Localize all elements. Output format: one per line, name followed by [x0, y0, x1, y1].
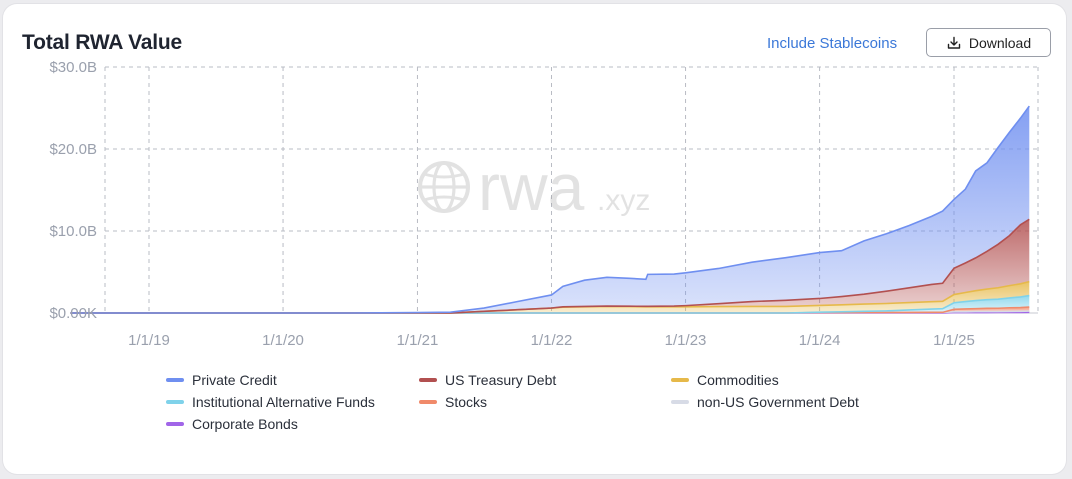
legend-swatch — [166, 400, 184, 404]
chart-lines — [70, 105, 1030, 314]
x-axis-ticks: 1/1/19 1/1/20 1/1/21 1/1/22 1/1/23 1/1/24 1/1/… — [128, 332, 975, 349]
legend-label: Stocks — [445, 394, 488, 410]
watermark: rwa .xyz — [418, 150, 650, 224]
y-axis-ticks: $0.00K $10.0B $20.0B $30.0B — [49, 59, 97, 322]
x-tick-label: 1/1/20 — [262, 332, 304, 349]
legend-swatch — [166, 422, 184, 426]
legend-swatch — [671, 400, 689, 404]
area-private-credit — [70, 106, 1030, 313]
line-institutional-alternative-funds — [70, 294, 1030, 314]
x-tick-label: 1/1/23 — [665, 332, 707, 349]
download-button[interactable]: Download — [926, 28, 1051, 57]
line-private-credit — [70, 105, 1030, 314]
legend-item[interactable]: Stocks — [419, 394, 487, 410]
x-tick-label: 1/1/21 — [397, 332, 439, 349]
legend-swatch — [419, 378, 437, 382]
legend-label: Institutional Alternative Funds — [192, 394, 375, 410]
legend-item[interactable]: Private Credit — [166, 372, 277, 388]
x-tick-label: 1/1/25 — [933, 332, 975, 349]
y-tick-label: $30.0B — [49, 59, 97, 76]
chart-title: Total RWA Value — [22, 31, 182, 54]
legend-item[interactable]: non-US Government Debt — [671, 394, 859, 410]
legend-item[interactable]: US Treasury Debt — [419, 372, 556, 388]
legend-swatch — [166, 378, 184, 382]
download-icon — [946, 35, 962, 51]
x-tick-label: 1/1/22 — [531, 332, 573, 349]
legend-item[interactable]: Commodities — [671, 372, 779, 388]
legend-item[interactable]: Institutional Alternative Funds — [166, 394, 375, 410]
legend-label: Commodities — [697, 372, 779, 388]
x-tick-label: 1/1/19 — [128, 332, 170, 349]
legend-label: Private Credit — [192, 372, 277, 388]
area-institutional-alternative-funds — [70, 295, 1030, 313]
legend-label: Corporate Bonds — [192, 416, 298, 432]
legend-item[interactable]: Corporate Bonds — [166, 416, 298, 432]
line-us-treasury-debt — [70, 218, 1030, 314]
x-tick-label: 1/1/24 — [799, 332, 841, 349]
globe-icon — [418, 161, 470, 213]
include-stablecoins-link[interactable]: Include Stablecoins — [767, 35, 898, 52]
legend-label: US Treasury Debt — [445, 372, 557, 388]
y-tick-label: $0.00K — [49, 305, 97, 322]
legend-swatch — [671, 378, 689, 382]
watermark-suffix: .xyz — [597, 184, 650, 217]
y-tick-label: $10.0B — [49, 223, 97, 240]
watermark-text: rwa — [478, 150, 585, 224]
legend-swatch — [419, 400, 437, 404]
y-tick-label: $20.0B — [49, 141, 97, 158]
legend-label: non-US Government Debt — [697, 394, 859, 410]
download-label: Download — [968, 34, 1032, 51]
